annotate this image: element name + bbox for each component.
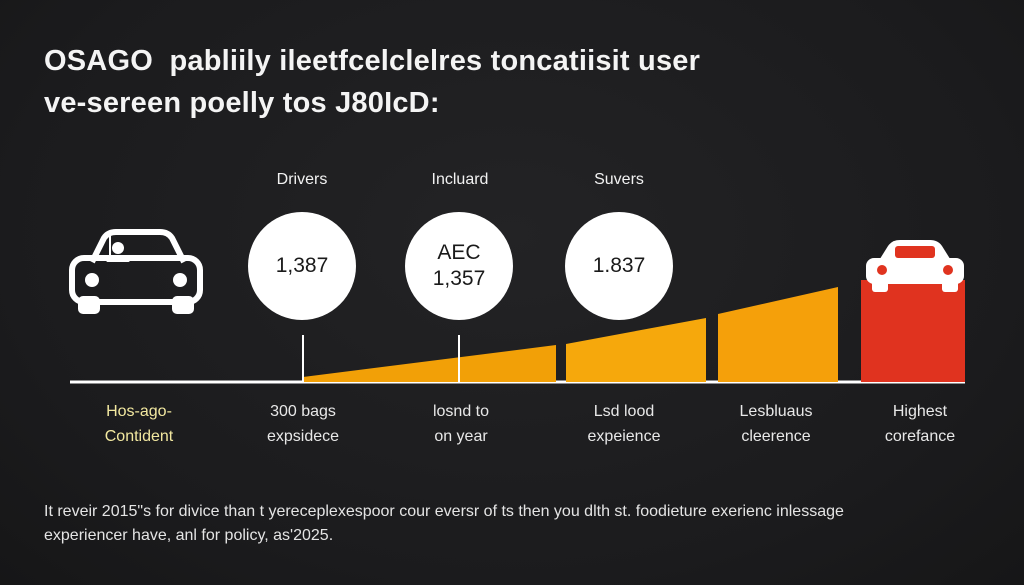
footer-line-2: experiencer have, anl for policy, as'202… [44, 527, 334, 544]
stage-label-5: Lesbluaus cleerence [701, 399, 851, 449]
stage-label-line: Contident [104, 428, 174, 445]
stage-label-line: Lesbluaus [739, 403, 813, 420]
growth-segment-1 [303, 345, 556, 382]
growth-segment-3 [718, 287, 838, 382]
title-line-2: ve-sereen poelly tos J80IcD: [44, 87, 440, 119]
stage-label-2: 300 bags expsidece [228, 399, 378, 449]
stage-label-line: Hos-ago- [106, 403, 172, 420]
stage-label-line: Highest [892, 403, 948, 420]
stage-label-3: losnd to on year [386, 399, 536, 449]
stat-circle-incluard: AEC 1,357 [405, 212, 513, 320]
footer-line-1: It reveir 2015"s for divice than t yerec… [44, 503, 844, 520]
footer-note: It reveir 2015"s for divice than t yerec… [44, 500, 984, 548]
stat-value: 1,357 [432, 267, 486, 290]
car-icon [866, 240, 964, 292]
stage-label-4: Lsd lood expeience [549, 399, 699, 449]
stage-label-line: expsidece [266, 428, 340, 445]
stage-label-line: corefance [884, 428, 956, 445]
title-line-1-rest: pabliily ileetfcelclelres toncatiisit us… [169, 45, 701, 77]
stage-label-line: expeience [587, 428, 661, 445]
stat-value: 1,387 [275, 254, 329, 277]
growth-segment-2 [566, 318, 706, 382]
stage-label-1: Hos-ago- Contident [64, 399, 214, 449]
stage-label-line: Lsd lood [593, 403, 655, 420]
stat-value-top: AEC [437, 241, 481, 264]
circle-header-incluard: Incluard [431, 171, 489, 188]
car-with-driver-icon [69, 229, 203, 314]
circle-header-suvers: Suvers [594, 171, 644, 188]
stat-value: 1.837 [592, 254, 646, 277]
stage-label-line: on year [434, 428, 488, 445]
stat-circle-suvers: 1.837 [565, 212, 673, 320]
highest-bar [861, 280, 965, 382]
stat-circle-drivers: 1,387 [248, 212, 356, 320]
page-title: OSAGO pabliily ileetfcelclelres toncatii… [44, 40, 700, 124]
stage-label-6: Highest corefance [845, 399, 995, 449]
circle-header-drivers: Drivers [276, 171, 328, 188]
stage-label-line: losnd to [432, 403, 490, 420]
stage-label-line: 300 bags [270, 403, 336, 420]
title-line-1: OSAGO pabliily ileetfcelclelres toncatii… [44, 40, 700, 82]
stage-label-line: cleerence [741, 428, 811, 445]
title-brand: OSAGO [44, 45, 153, 77]
